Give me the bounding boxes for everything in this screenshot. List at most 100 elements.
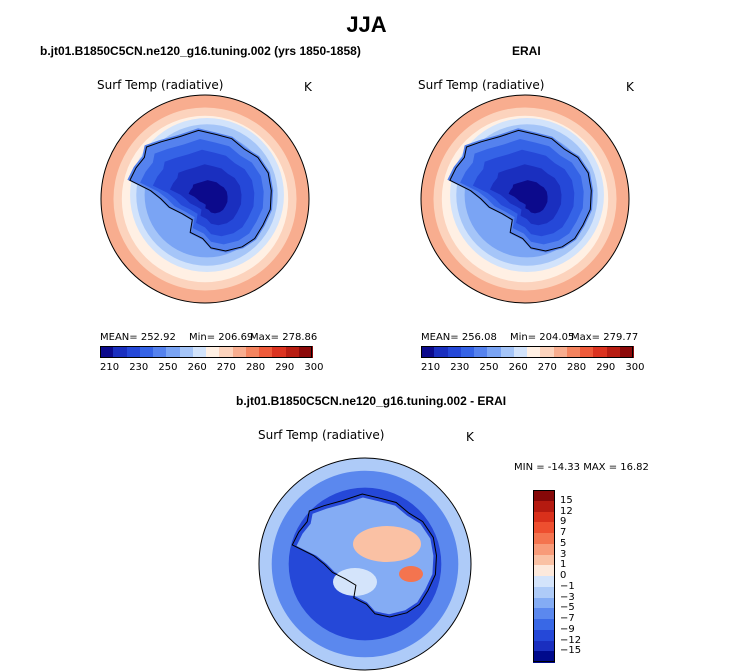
colorbar-tick-label: 230 bbox=[450, 362, 470, 373]
colorbar-box bbox=[259, 346, 273, 358]
diff-colorbar-box bbox=[533, 490, 555, 502]
diff-colorbar-box bbox=[533, 640, 555, 652]
diff-colorbar-tick-label: 5 bbox=[560, 537, 567, 549]
right-coastline bbox=[449, 129, 592, 252]
left-units-label: K bbox=[304, 80, 312, 94]
colorbar-box bbox=[113, 346, 127, 358]
colorbar-box bbox=[153, 346, 167, 358]
diff-colorbar-box bbox=[533, 500, 555, 512]
colorbar-box bbox=[100, 346, 114, 358]
colorbar-box bbox=[192, 346, 207, 358]
left-min-stat: Min= 206.69 bbox=[189, 332, 254, 343]
colorbar-tick-label: 270 bbox=[537, 362, 557, 373]
diff-colorbar-box bbox=[533, 533, 555, 545]
colorbar-box bbox=[434, 346, 448, 358]
diff-coastline bbox=[291, 493, 438, 618]
diff-variable-label: Surf Temp (radiative) bbox=[258, 428, 385, 442]
colorbar-box bbox=[206, 346, 220, 358]
colorbar-box bbox=[513, 346, 528, 358]
colorbar-box bbox=[527, 346, 541, 358]
diff-light-anomaly bbox=[333, 568, 377, 596]
left-colorbar bbox=[100, 346, 313, 358]
left-colorbar-ticks: 210 230 250 260 270 280 290 300 bbox=[100, 362, 323, 376]
colorbar-box bbox=[285, 346, 300, 358]
colorbar-tick-label: 210 bbox=[421, 362, 441, 373]
diff-map-border bbox=[258, 457, 472, 671]
diff-colorbar-ticks: 15 12 9 7 5 3 1 0 −1 −3 −5 −7 −9 −12 −15 bbox=[560, 490, 600, 662]
diff-colorbar-box bbox=[533, 597, 555, 609]
diff-colorbar-tick-label: −7 bbox=[560, 613, 575, 624]
colorbar-box bbox=[553, 346, 568, 358]
diff-colorbar-tick-label: −3 bbox=[560, 591, 575, 603]
colorbar-box bbox=[487, 346, 501, 358]
left-land-band-4 bbox=[188, 180, 228, 214]
colorbar-tick-label: 300 bbox=[625, 362, 645, 373]
colorbar-box bbox=[245, 346, 260, 358]
diff-colorbar-box bbox=[533, 586, 555, 598]
colorbar-box bbox=[619, 346, 634, 358]
colorbar-box bbox=[298, 346, 313, 358]
diff-colorbar-tick-label: 3 bbox=[560, 548, 567, 560]
right-min-stat: Min= 204.05 bbox=[510, 332, 575, 343]
diff-colorbar-tick-label: −12 bbox=[560, 634, 582, 646]
diff-colorbar-tick-label: −5 bbox=[560, 602, 575, 614]
diff-colorbar-frame bbox=[533, 490, 555, 662]
left-panel-title: b.jt01.B1850C5CN.ne120_g16.tuning.002 (y… bbox=[40, 44, 361, 58]
diff-polar-map bbox=[258, 457, 472, 671]
colorbar-tick-label: 260 bbox=[187, 362, 207, 373]
diff-panel-title: b.jt01.B1850C5CN.ne120_g16.tuning.002 - … bbox=[236, 394, 507, 408]
colorbar-box bbox=[166, 346, 180, 358]
diff-units-label: K bbox=[466, 430, 474, 444]
colorbar-tick-label: 280 bbox=[246, 362, 266, 373]
colorbar-box bbox=[500, 346, 515, 358]
diff-colorbar-box bbox=[533, 629, 555, 641]
colorbar-tick-label: 280 bbox=[567, 362, 587, 373]
colorbar-frame bbox=[100, 346, 312, 358]
diff-colorbar-box bbox=[533, 651, 555, 663]
colorbar-box bbox=[272, 346, 286, 358]
diff-minmax-stat: MIN = -14.33 MAX = 16.82 bbox=[514, 462, 649, 473]
colorbar-box bbox=[126, 346, 141, 358]
left-polar-map bbox=[100, 94, 310, 304]
colorbar-box bbox=[593, 346, 607, 358]
colorbar-box bbox=[139, 346, 154, 358]
diff-colorbar-box bbox=[533, 619, 555, 631]
colorbar-tick-label: 290 bbox=[596, 362, 616, 373]
diff-colorbar-tick-label: 12 bbox=[560, 505, 573, 517]
colorbar-box bbox=[421, 346, 435, 358]
diff-warm-spot bbox=[399, 566, 423, 582]
right-land-band-4 bbox=[508, 180, 548, 214]
right-units-label: K bbox=[626, 80, 634, 94]
diff-colorbar-box bbox=[533, 511, 555, 523]
diff-colorbar-tick-label: 15 bbox=[560, 494, 573, 506]
diff-colorbar-box bbox=[533, 543, 555, 555]
diff-colorbar-box bbox=[533, 554, 555, 566]
right-map-border bbox=[420, 94, 630, 304]
colorbar-box bbox=[179, 346, 194, 358]
diff-colorbar-tick-label: 7 bbox=[560, 527, 567, 538]
colorbar-tick-label: 250 bbox=[158, 362, 178, 373]
main-title: JJA bbox=[346, 12, 387, 37]
colorbar-box bbox=[447, 346, 462, 358]
left-map-border bbox=[100, 94, 310, 304]
colorbar-box bbox=[580, 346, 594, 358]
diff-warm-anomaly bbox=[353, 526, 421, 562]
colorbar-tick-label: 300 bbox=[304, 362, 324, 373]
colorbar-box bbox=[460, 346, 475, 358]
colorbar-box bbox=[474, 346, 488, 358]
diff-colorbar-tick-label: 1 bbox=[560, 559, 567, 571]
right-variable-label: Surf Temp (radiative) bbox=[418, 78, 545, 92]
left-variable-label: Surf Temp (radiative) bbox=[97, 78, 224, 92]
colorbar-box bbox=[606, 346, 621, 358]
colorbar-tick-label: 230 bbox=[129, 362, 149, 373]
diff-colorbar-box bbox=[533, 522, 555, 534]
right-mean-stat: MEAN= 256.08 bbox=[421, 332, 497, 343]
diff-colorbar-box bbox=[533, 608, 555, 620]
left-mean-stat: MEAN= 252.92 bbox=[100, 332, 176, 343]
diff-colorbar-tick-label: −1 bbox=[560, 580, 575, 592]
right-max-stat: Max= 279.77 bbox=[571, 332, 639, 343]
colorbar-frame bbox=[421, 346, 633, 358]
right-colorbar-ticks: 210 230 250 260 270 280 290 300 bbox=[421, 362, 644, 376]
colorbar-tick-label: 270 bbox=[216, 362, 236, 373]
right-panel-title: ERAI bbox=[512, 44, 541, 58]
